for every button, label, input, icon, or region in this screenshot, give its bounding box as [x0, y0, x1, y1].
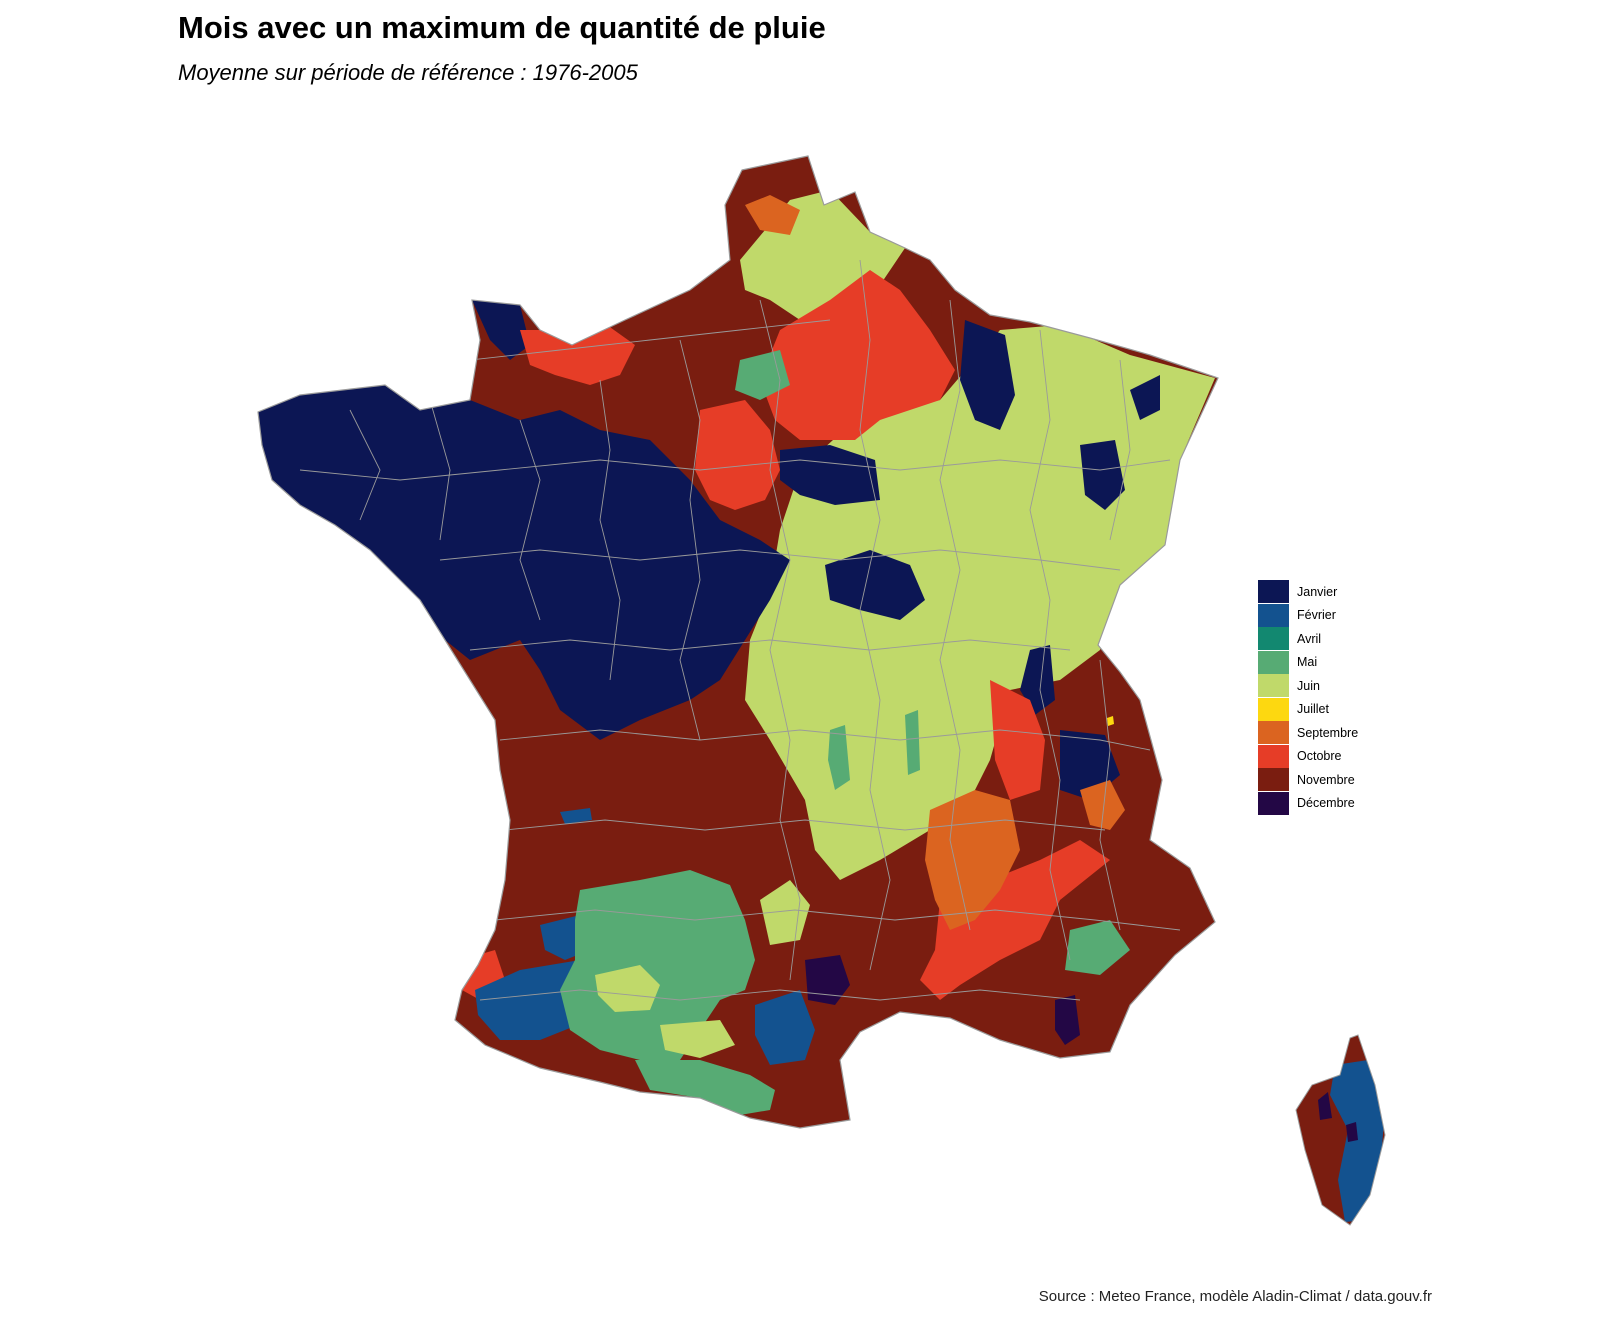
legend-label: Novembre — [1297, 772, 1355, 787]
legend-swatch — [1258, 674, 1289, 698]
region-juillet-zone — [1107, 716, 1114, 726]
region-mai-zone — [1065, 920, 1130, 975]
region-decembre-zone — [805, 955, 850, 1005]
legend-label: Juin — [1297, 678, 1320, 693]
legend: Janvier Février Avril Mai Juin Juillet S… — [1258, 580, 1358, 815]
region-octobre-zone — [990, 680, 1045, 800]
region-janvier-zone — [1020, 645, 1055, 715]
legend-label: Février — [1297, 608, 1336, 623]
legend-item: Novembre — [1258, 768, 1358, 792]
region-septembre-zone — [925, 790, 1020, 930]
region-mai-zone — [735, 350, 790, 400]
legend-swatch — [1258, 603, 1289, 627]
department-borders — [299, 259, 1181, 1001]
region-juin-zone — [595, 965, 660, 1012]
legend-label: Décembre — [1297, 796, 1355, 811]
map-subtitle: Moyenne sur période de référence : 1976-… — [178, 60, 638, 85]
corsica-fevrier-zone — [1330, 1060, 1385, 1222]
legend-swatch — [1258, 627, 1289, 651]
source-caption: Source : Meteo France, modèle Aladin-Cli… — [1038, 1288, 1432, 1305]
region-juin-zone — [660, 1020, 735, 1058]
region-decembre-zone — [1055, 995, 1080, 1045]
region-fevrier-zone — [560, 808, 592, 824]
legend-label: Octobre — [1297, 749, 1342, 764]
region-juin-zone — [760, 880, 810, 945]
legend-label: Avril — [1297, 631, 1322, 646]
region-mai-zone — [635, 1060, 775, 1115]
region-septembre-zone — [745, 195, 800, 235]
region-octobre-zone — [920, 840, 1110, 1000]
region-octobre-zone — [520, 320, 635, 385]
legend-item: Septembre — [1258, 721, 1358, 745]
legend-item: Avril — [1258, 627, 1358, 651]
region-mai-zone — [905, 710, 920, 775]
corsica-decembre-zone-2 — [1346, 1122, 1358, 1142]
legend-swatch — [1258, 791, 1289, 815]
legend-label: Janvier — [1297, 584, 1338, 599]
region-octobre-zone — [695, 400, 780, 510]
map-title: Mois avec un maximum de quantité de plui… — [178, 10, 826, 45]
legend-item: Décembre — [1258, 791, 1358, 816]
corsica-decembre-zone — [1318, 1092, 1332, 1120]
legend-swatch — [1258, 768, 1289, 792]
legend-item: Octobre — [1258, 744, 1358, 769]
region-janvier-zone — [1080, 440, 1125, 510]
legend-swatch — [1258, 721, 1289, 745]
corsica — [1295, 1034, 1386, 1226]
legend-item: Janvier — [1258, 580, 1358, 604]
region-octobre-zone — [760, 270, 955, 440]
region-janvier-zone — [1130, 375, 1160, 420]
region-janvier-zone — [825, 550, 925, 620]
legend-item: Février — [1258, 603, 1358, 628]
legend-label: Juillet — [1297, 702, 1329, 717]
legend-item: Juin — [1258, 674, 1358, 698]
region-janvier-zone — [258, 385, 790, 740]
mainland-france — [257, 155, 1219, 1129]
region-janvier-zone — [472, 300, 530, 360]
region-mai-zone — [560, 870, 755, 1060]
legend-swatch — [1258, 697, 1289, 721]
region-mai-zone — [828, 725, 850, 790]
legend-label: Mai — [1297, 655, 1318, 670]
legend-label: Septembre — [1297, 725, 1359, 740]
region-janvier-zone — [780, 445, 880, 505]
region-septembre-zone — [1080, 780, 1125, 830]
region-janvier-zone — [960, 320, 1015, 430]
region-fevrier-zone — [755, 990, 815, 1065]
legend-swatch — [1258, 580, 1289, 604]
legend-swatch — [1258, 650, 1289, 674]
legend-item: Mai — [1258, 650, 1358, 675]
legend-swatch — [1258, 744, 1289, 768]
legend-item: Juillet — [1258, 697, 1358, 722]
